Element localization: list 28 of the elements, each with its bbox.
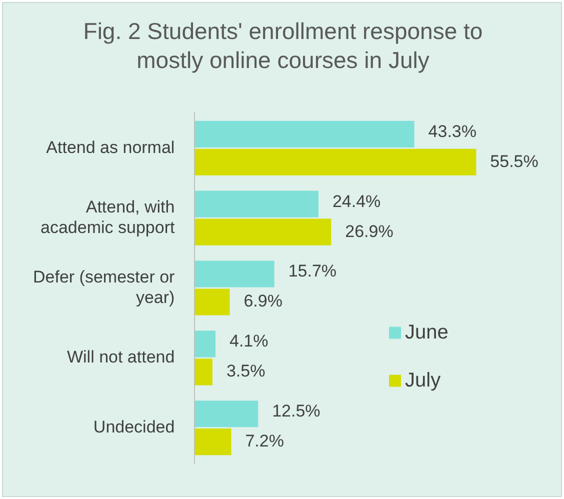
bar — [194, 358, 212, 386]
bar — [194, 288, 230, 316]
bar — [194, 120, 414, 148]
bar — [194, 190, 318, 218]
chart-title: Fig. 2 Students' enrollment response to mostly online courses in July — [83, 17, 483, 75]
data-label: 12.5% — [272, 402, 320, 421]
data-label: 7.2% — [245, 432, 284, 451]
bar — [194, 428, 232, 456]
y-tick-label: Will not attend — [66, 348, 175, 367]
bar — [194, 148, 476, 176]
data-label: 3.5% — [226, 362, 266, 381]
legend-label: July — [405, 369, 441, 392]
y-tick-label: Attend as normal — [46, 138, 175, 157]
data-label: 15.7% — [288, 262, 337, 281]
bar — [194, 260, 274, 288]
bar — [194, 330, 216, 358]
data-label: 6.9% — [244, 292, 282, 311]
bar — [194, 218, 332, 246]
legend-label: June — [405, 321, 448, 344]
data-label: 24.4% — [332, 192, 381, 211]
data-label: 26.9% — [345, 222, 394, 241]
data-label: 43.3% — [428, 122, 477, 141]
y-tick-label: Attend, with academic support — [40, 198, 175, 237]
bar — [194, 400, 258, 428]
y-tick-label: Defer (semester or year) — [33, 267, 176, 307]
data-label: 4.1% — [229, 332, 268, 351]
data-label: 55.5% — [490, 152, 538, 171]
y-tick-label: Undecided — [93, 418, 175, 437]
